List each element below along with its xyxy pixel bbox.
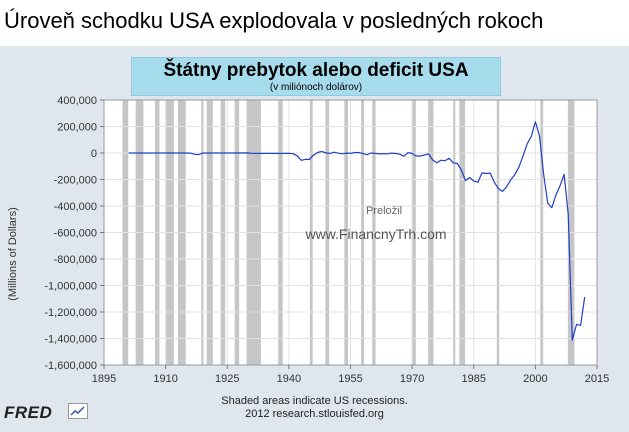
y-tick-label: 200,000 xyxy=(57,122,97,134)
y-tick-label: -1,400,000 xyxy=(44,334,97,346)
chart-title: Štátny prebytok alebo deficit USA xyxy=(163,60,469,81)
x-tick-label: 2015 xyxy=(585,373,609,385)
watermark-url: www.FinancnyTrh.com xyxy=(304,226,446,242)
footer-recession-note: Shaded areas indicate US recessions. xyxy=(221,395,408,407)
chart-frame: 400,000 200,000 0 -200,000 -400,000 -600,000 -… xyxy=(0,46,629,432)
chart-footer: Shaded areas indicate US recessions. 201… xyxy=(0,395,629,421)
x-tick-label: 1970 xyxy=(400,373,424,385)
y-tick-label: 0 xyxy=(91,148,97,160)
chart-subtitle: (v miliónoch dolárov) xyxy=(269,82,363,93)
y-tick-label: -400,000 xyxy=(54,201,97,213)
x-tick-label: 1955 xyxy=(338,373,362,385)
y-tick-label: -1,200,000 xyxy=(44,307,97,319)
x-tick-label: 1925 xyxy=(215,373,239,385)
x-tick-label: 1910 xyxy=(153,373,177,385)
x-tick-label: 1940 xyxy=(277,373,301,385)
page-headline: Úroveň schodku USA explodovala v posledn… xyxy=(4,8,544,33)
chart-line-icon xyxy=(68,403,88,419)
footer-source: 2012 research.stlouisfed.org xyxy=(245,408,384,420)
y-tick-label: -200,000 xyxy=(54,175,97,187)
x-tick-label: 2000 xyxy=(523,373,547,385)
y-axis-label: (Millions of Dollars) xyxy=(7,207,19,301)
y-tick-label: -800,000 xyxy=(54,254,97,266)
fred-logo: FRED xyxy=(4,403,53,422)
y-tick-label: -600,000 xyxy=(54,228,97,240)
y-tick-label: -1,600,000 xyxy=(44,360,97,372)
chart-title-box: Štátny prebytok alebo deficit USA (v mil… xyxy=(131,57,501,96)
y-tick-label: 400,000 xyxy=(57,95,97,107)
x-tick-label: 1895 xyxy=(92,373,116,385)
y-tick-label: -1,000,000 xyxy=(44,281,97,293)
x-tick-label: 1985 xyxy=(462,373,486,385)
watermark-label: Preložil xyxy=(366,205,402,217)
series-line xyxy=(128,121,586,341)
line-chart: 400,000 200,000 0 -200,000 -400,000 -600,000 -… xyxy=(7,95,609,385)
